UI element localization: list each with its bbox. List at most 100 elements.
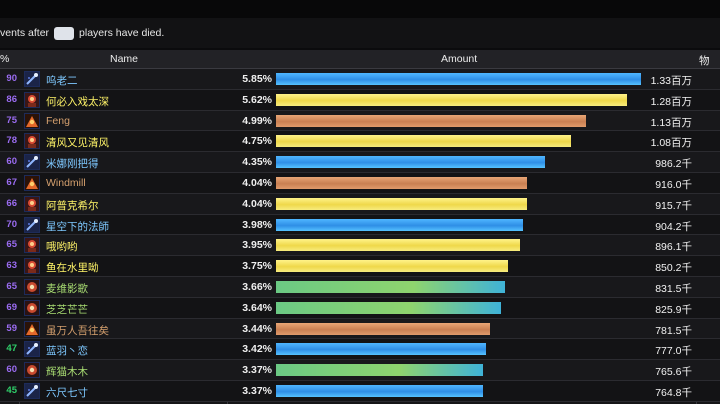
rank-value: 60: [6, 364, 17, 376]
rank-value: 70: [6, 218, 17, 230]
mage-portrait-icon: [24, 91, 40, 108]
demon-portrait-icon: [24, 320, 40, 337]
amount-bar: [276, 135, 572, 148]
top-strip: [0, 0, 720, 18]
rank-value: 59: [6, 322, 17, 334]
amount-value: 986.2千: [655, 158, 692, 171]
amount-bar-track: [276, 239, 645, 252]
amount-value: 1.33百万: [650, 75, 692, 87]
staff-icon: [24, 341, 40, 358]
amount-value: 896.1千: [655, 241, 692, 254]
amount-bar: [276, 301, 502, 314]
rank-value: 86: [6, 93, 17, 105]
amount-value: 781.5千: [655, 324, 692, 337]
player-name[interactable]: 阿普克希尔: [46, 199, 99, 212]
player-name[interactable]: 呜老二: [46, 75, 78, 87]
rank-value: 67: [6, 176, 17, 188]
table-row[interactable]: 78 清风又见清风 4.75% 1.08百万: [0, 131, 720, 153]
table-row[interactable]: 90 呜老二 5.85% 1.33百万: [0, 69, 720, 90]
filter-suffix-text: players have died.: [79, 27, 165, 39]
player-name[interactable]: 六尺七寸: [46, 386, 88, 399]
percent-value: 4.99%: [242, 114, 272, 127]
player-name[interactable]: 麦维影歌: [46, 282, 88, 295]
amount-bar: [276, 364, 483, 377]
table-row[interactable]: 86 何必入戏太深 5.62% 1.28百万: [0, 89, 720, 111]
table-row[interactable]: 47 蓝羽丶恋 3.42% 777.0千: [0, 339, 720, 361]
player-name[interactable]: 虽万人吾往矣: [46, 324, 109, 337]
amount-value: 850.2千: [655, 262, 692, 275]
percent-value: 4.04%: [242, 197, 272, 210]
player-name[interactable]: 鱼在水里呦: [46, 262, 99, 275]
player-name[interactable]: 芝芝芒芒: [46, 303, 88, 316]
player-name[interactable]: 何必入戏太深: [46, 95, 109, 108]
percent-value: 4.75%: [242, 135, 272, 148]
percent-value: 3.95%: [242, 239, 272, 252]
amount-value: 764.8千: [655, 386, 692, 399]
demon-portrait-icon: [24, 112, 40, 129]
player-name[interactable]: 蓝羽丶恋: [46, 345, 88, 358]
hunter-portrait-icon: [24, 278, 40, 295]
percent-value: 3.66%: [242, 280, 272, 293]
rank-value: 78: [6, 135, 17, 147]
rank-value: 90: [6, 73, 17, 84]
amount-bar: [276, 73, 642, 85]
rank-column-header[interactable]: %: [0, 53, 10, 65]
percent-value: 4.04%: [242, 176, 272, 189]
percent-value: 4.35%: [242, 156, 272, 169]
staff-icon: [24, 382, 40, 399]
amount-value: 1.08百万: [650, 137, 692, 150]
extra-column-header[interactable]: 物: [699, 55, 710, 67]
player-name[interactable]: 星空下的法師: [46, 220, 109, 233]
mage-portrait-icon: [24, 195, 40, 212]
table-row[interactable]: 75 Feng 4.99% 1.13百万: [0, 110, 720, 132]
table-row[interactable]: 45 六尺七寸 3.37% 764.8千: [0, 380, 720, 402]
amount-bar-track: [276, 364, 645, 377]
table-row[interactable]: 59 虽万人吾往矣 3.44% 781.5千: [0, 318, 720, 340]
player-name[interactable]: 哦哟哟: [46, 241, 78, 254]
table-row[interactable]: 60 米娜刚把得 4.35% 986.2千: [0, 152, 720, 173]
amount-bar-track: [276, 301, 645, 314]
amount-value: 825.9千: [655, 303, 692, 316]
amount-bar-track: [276, 156, 645, 169]
amount-bar: [276, 322, 491, 335]
table-row[interactable]: 70 星空下的法師 3.98% 904.2千: [0, 214, 720, 236]
table-row[interactable]: 65 哦哟哟 3.95% 896.1千: [0, 235, 720, 257]
rank-value: 66: [6, 197, 17, 209]
rank-value: 65: [6, 239, 17, 251]
percent-value: 5.85%: [242, 73, 272, 85]
rank-value: 63: [6, 260, 17, 272]
staff-icon: [24, 71, 40, 87]
amount-column-header[interactable]: Amount: [441, 53, 478, 65]
player-name[interactable]: 米娜刚把得: [46, 158, 99, 171]
amount-bar-track: [276, 114, 645, 127]
player-name[interactable]: Feng: [46, 114, 70, 127]
table-row[interactable]: 65 麦维影歌 3.66% 831.5千: [0, 276, 720, 298]
player-name[interactable]: Windmill: [46, 176, 86, 189]
amount-bar-track: [276, 384, 645, 397]
table-header: % Name Amount 物: [0, 50, 720, 69]
table-row[interactable]: 67 Windmill 4.04% 916.0千: [0, 172, 720, 194]
amount-value: 916.0千: [655, 178, 692, 191]
name-column-header[interactable]: Name: [110, 53, 139, 65]
table-row[interactable]: 63 鱼在水里呦 3.75% 850.2千: [0, 256, 720, 277]
amount-bar: [276, 343, 487, 356]
staff-icon: [24, 216, 40, 233]
table-row[interactable]: 60 辉猫木木 3.37% 765.6千: [0, 360, 720, 381]
amount-bar-track: [276, 73, 645, 85]
percent-value: 3.44%: [242, 322, 272, 335]
amount-value: 904.2千: [655, 220, 692, 233]
amount-bar-track: [276, 218, 645, 231]
player-name[interactable]: 清风又见清风: [46, 137, 109, 150]
player-name[interactable]: 辉猫木木: [46, 366, 88, 379]
table-body: 90 呜老二 5.85% 1.33百万 86 何必入戏太深 5.62% 1.28百万 75 Fen…: [0, 69, 720, 402]
amount-bar: [276, 197, 527, 210]
amount-bar: [276, 260, 509, 273]
amount-value: 765.6千: [655, 366, 692, 379]
table-row[interactable]: 69 芝芝芒芒 3.64% 825.9千: [0, 297, 720, 319]
percent-value: 3.37%: [242, 384, 272, 397]
death-count-input[interactable]: [54, 26, 75, 40]
amount-value: 777.0千: [655, 345, 692, 358]
amount-value: 915.7千: [655, 199, 692, 212]
table-row[interactable]: 66 阿普克希尔 4.04% 915.7千: [0, 193, 720, 215]
percent-value: 3.75%: [242, 260, 272, 273]
